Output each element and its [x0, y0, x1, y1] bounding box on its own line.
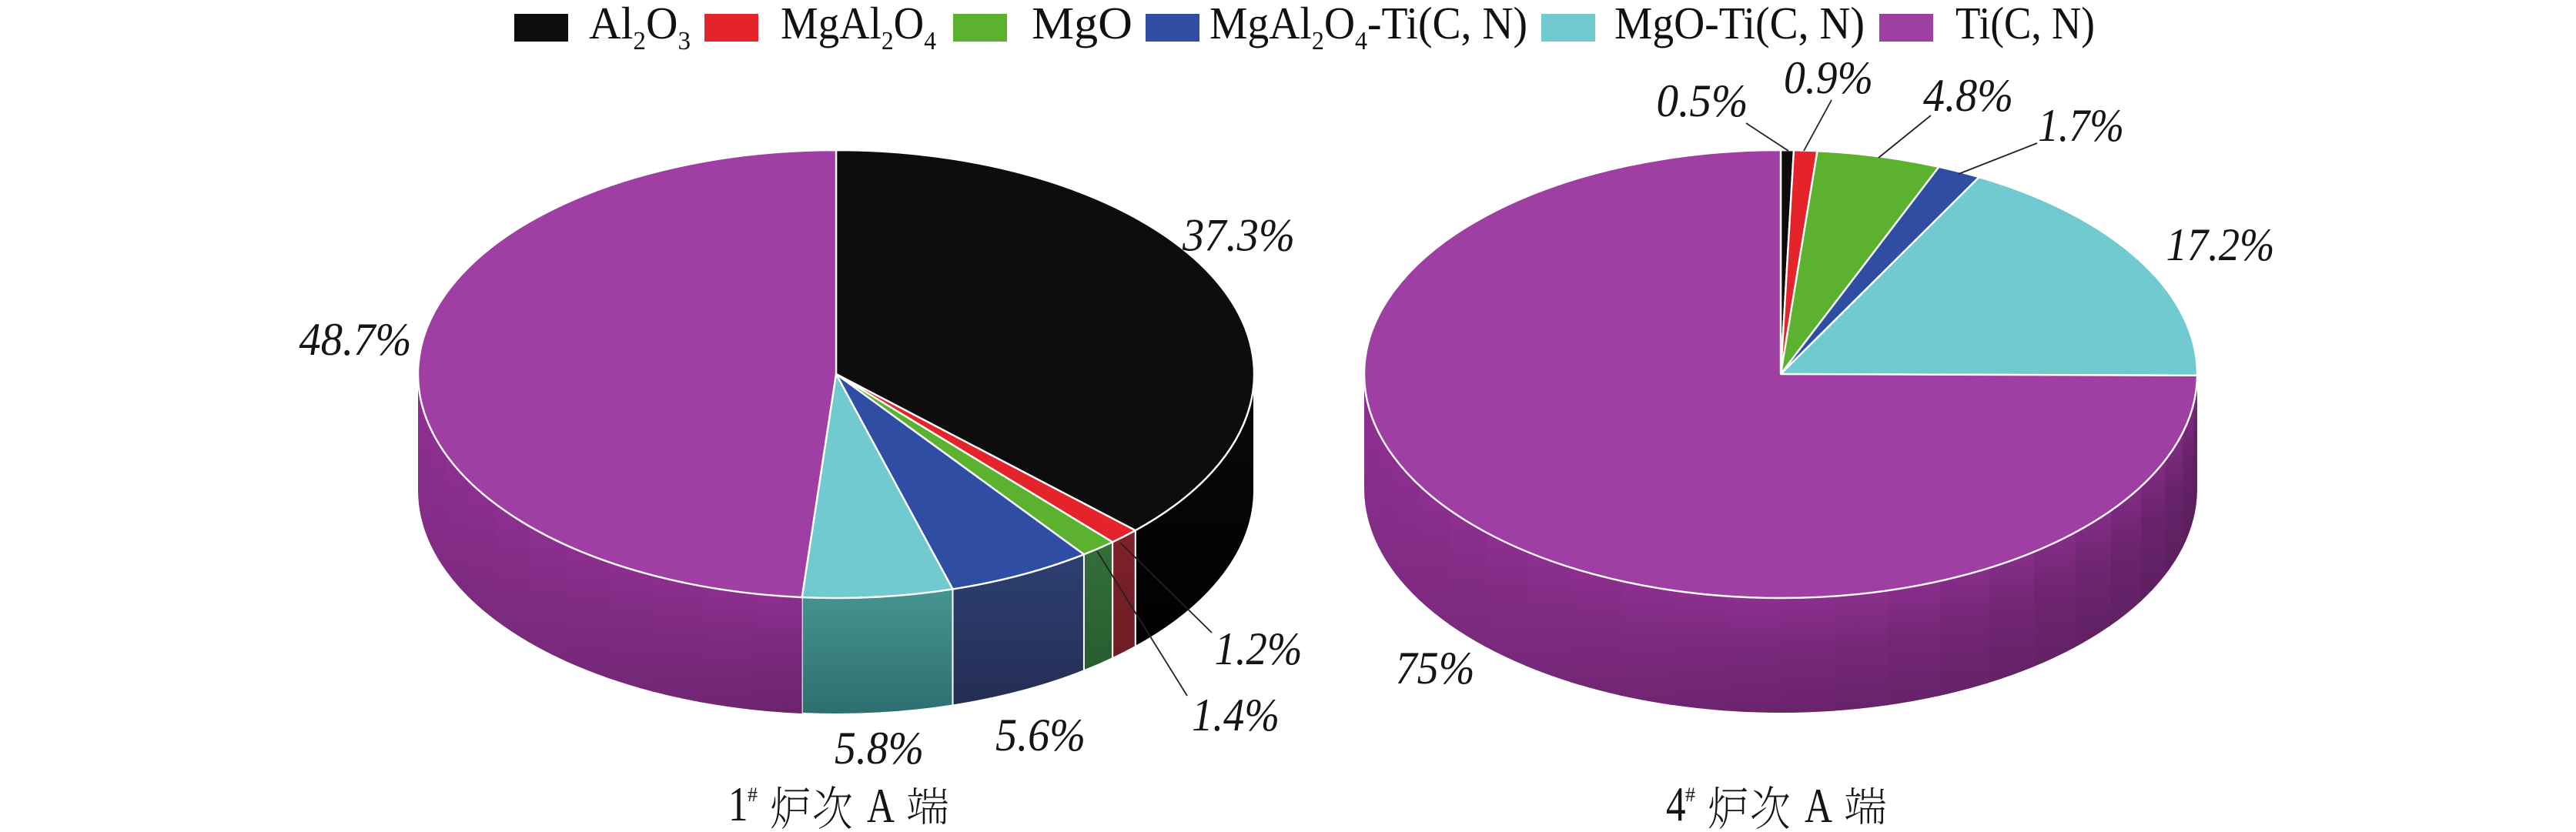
svg-text:Ti(C, N): Ti(C, N): [1955, 0, 2095, 48]
svg-text:#: #: [748, 784, 758, 806]
svg-text:MgAl2O4: MgAl2O4: [781, 0, 936, 55]
svg-text:5.6%: 5.6%: [995, 710, 1086, 760]
svg-text:A: A: [867, 779, 895, 832]
svg-text:Al2O3: Al2O3: [589, 0, 691, 55]
svg-text:MgO-Ti(C, N): MgO-Ti(C, N): [1614, 0, 1865, 48]
svg-text:48.7%: 48.7%: [299, 314, 412, 365]
svg-text:17.2%: 17.2%: [2166, 219, 2275, 270]
svg-text:MgO: MgO: [1032, 0, 1132, 48]
svg-text:1.2%: 1.2%: [1215, 623, 1303, 674]
svg-text:5.8%: 5.8%: [835, 723, 924, 774]
svg-text:1: 1: [728, 777, 748, 832]
svg-text:4.8%: 4.8%: [1923, 70, 2013, 121]
svg-text:37.3%: 37.3%: [1182, 210, 1295, 261]
svg-text:#: #: [1685, 784, 1695, 806]
svg-text:4: 4: [1666, 777, 1686, 832]
svg-text:75%: 75%: [1396, 643, 1475, 693]
svg-text:1.4%: 1.4%: [1192, 690, 1280, 740]
svg-text:0.5%: 0.5%: [1657, 75, 1748, 126]
svg-text:A: A: [1805, 779, 1833, 832]
svg-text:1.7%: 1.7%: [2038, 100, 2124, 151]
svg-text:0.9%: 0.9%: [1784, 52, 1873, 103]
svg-text:MgAl2O4-Ti(C, N): MgAl2O4-Ti(C, N): [1209, 0, 1527, 55]
